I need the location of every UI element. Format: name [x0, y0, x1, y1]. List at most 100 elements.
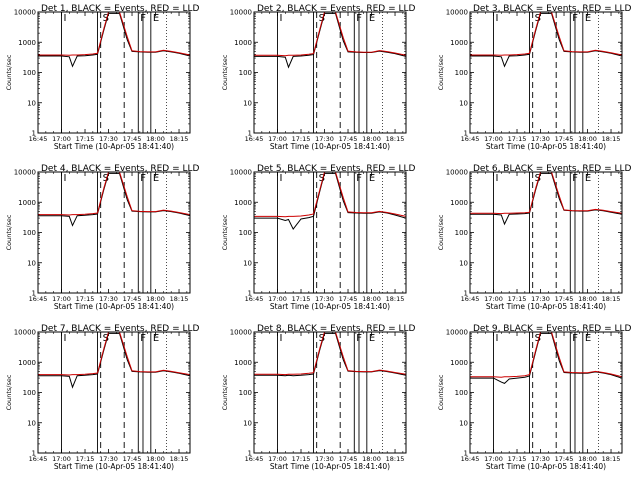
- panel-title: Det 2, BLACK = Events, RED = LLD: [257, 4, 416, 14]
- phase-marker-E: E: [369, 13, 375, 24]
- x-tick-label: 17:00: [268, 295, 287, 303]
- y-tick-label: 1000: [234, 39, 252, 47]
- phase-marker-S: S: [535, 173, 541, 184]
- x-tick-label: 18:00: [578, 135, 597, 143]
- plot-frame: [37, 331, 191, 454]
- x-tick-label: 17:15: [76, 295, 95, 303]
- series-line-events: [38, 172, 190, 227]
- detector-panel-3: Det 3, BLACK = Events, RED = LLD Counts/s…: [437, 4, 632, 151]
- x-tick-label: 18:00: [362, 295, 381, 303]
- x-tick-label: 18:00: [362, 455, 381, 463]
- x-tick-label: 16:45: [461, 295, 480, 303]
- y-tick-label: 10: [243, 419, 252, 427]
- y-tick-label: 10000: [14, 169, 36, 177]
- y-axis-label: Counts/sec: [437, 54, 445, 90]
- series-line-events: [254, 332, 406, 377]
- y-tick-label: 10: [243, 99, 252, 107]
- x-tick-label: 16:45: [29, 295, 48, 303]
- x-axis-label: Start Time (10-Apr-05 18:41:40): [54, 142, 174, 151]
- x-tick-label: 17:45: [339, 295, 358, 303]
- y-tick-label: 10000: [14, 9, 36, 17]
- phase-marker-E: E: [369, 173, 375, 184]
- series-line-events: [254, 172, 406, 231]
- y-tick-label: 10000: [446, 329, 468, 337]
- panel-title: Det 8, BLACK = Events, RED = LLD: [257, 324, 416, 334]
- plot-frame: [253, 11, 407, 134]
- y-tick-label: 100: [239, 229, 252, 237]
- x-tick-label: 18:15: [602, 135, 621, 143]
- x-tick-label: 18:00: [146, 455, 165, 463]
- x-tick-label: 17:00: [268, 455, 287, 463]
- phase-marker-S: S: [535, 13, 541, 24]
- y-tick-label: 1000: [18, 199, 36, 207]
- detector-panel-1: Det 1, BLACK = Events, RED = LLD Counts/s…: [5, 4, 200, 151]
- y-tick-label: 1000: [450, 39, 468, 47]
- y-tick-label: 1000: [234, 199, 252, 207]
- x-tick-label: 18:15: [386, 135, 405, 143]
- detector-panel-2: Det 2, BLACK = Events, RED = LLD Counts/s…: [221, 4, 416, 151]
- phase-marker-S: S: [103, 173, 109, 184]
- phase-marker-I: I: [64, 13, 67, 24]
- x-axis-label: Start Time (10-Apr-05 18:41:40): [54, 462, 174, 471]
- series-line-events: [470, 172, 622, 226]
- phase-marker-I: I: [496, 13, 499, 24]
- y-tick-label: 10000: [230, 169, 252, 177]
- y-tick-label: 1: [464, 290, 468, 298]
- phase-marker-S: S: [319, 333, 325, 344]
- y-tick-label: 100: [23, 69, 36, 77]
- x-tick-label: 17:00: [52, 135, 71, 143]
- series-line-events: [254, 12, 406, 69]
- x-tick-label: 17:15: [292, 455, 311, 463]
- phase-marker-E: E: [585, 173, 591, 184]
- x-tick-label: 16:45: [245, 455, 264, 463]
- series-line-lld: [470, 332, 622, 378]
- y-tick-label: 10000: [446, 9, 468, 17]
- y-tick-label: 1000: [234, 359, 252, 367]
- x-axis-label: Start Time (10-Apr-05 18:41:40): [486, 302, 606, 311]
- y-tick-label: 10: [459, 99, 468, 107]
- y-tick-label: 1: [464, 450, 468, 458]
- x-tick-label: 16:45: [29, 455, 48, 463]
- phase-marker-F: F: [572, 13, 578, 24]
- x-tick-label: 17:45: [555, 455, 574, 463]
- phase-marker-I: I: [280, 13, 283, 24]
- x-tick-label: 17:45: [339, 455, 358, 463]
- x-tick-label: 17:00: [484, 295, 503, 303]
- phase-marker-F: F: [140, 13, 146, 24]
- y-tick-label: 10: [27, 419, 36, 427]
- x-tick-label: 17:30: [531, 135, 550, 143]
- panel-title: Det 4, BLACK = Events, RED = LLD: [41, 164, 200, 174]
- x-axis-label: Start Time (10-Apr-05 18:41:40): [270, 302, 390, 311]
- x-tick-label: 18:15: [602, 295, 621, 303]
- phase-marker-E: E: [153, 333, 159, 344]
- x-tick-label: 16:45: [245, 135, 264, 143]
- y-tick-label: 1: [248, 290, 252, 298]
- detector-panel-9: Det 9, BLACK = Events, RED = LLD Counts/s…: [437, 324, 632, 471]
- phase-marker-F: F: [572, 173, 578, 184]
- panel-title: Det 7, BLACK = Events, RED = LLD: [41, 324, 200, 334]
- x-tick-label: 17:15: [508, 295, 527, 303]
- phase-marker-I: I: [496, 333, 499, 344]
- y-tick-label: 1000: [18, 39, 36, 47]
- plot-frame: [37, 11, 191, 134]
- y-axis-label: Counts/sec: [437, 214, 445, 250]
- x-tick-label: 17:15: [508, 455, 527, 463]
- series-line-events: [470, 12, 622, 68]
- x-tick-label: 17:15: [508, 135, 527, 143]
- phase-marker-S: S: [319, 13, 325, 24]
- y-tick-label: 1: [32, 290, 36, 298]
- y-tick-label: 10: [27, 259, 36, 267]
- phase-marker-E: E: [585, 13, 591, 24]
- x-tick-label: 17:00: [484, 135, 503, 143]
- y-tick-label: 1000: [450, 359, 468, 367]
- phase-marker-I: I: [280, 173, 283, 184]
- x-tick-label: 17:30: [315, 455, 334, 463]
- y-tick-label: 100: [23, 229, 36, 237]
- series-line-lld: [470, 12, 622, 56]
- x-tick-label: 17:30: [99, 135, 118, 143]
- y-axis-label: Counts/sec: [5, 214, 13, 250]
- phase-marker-F: F: [356, 13, 362, 24]
- x-axis-label: Start Time (10-Apr-05 18:41:40): [54, 302, 174, 311]
- phase-marker-F: F: [356, 173, 362, 184]
- phase-marker-I: I: [496, 173, 499, 184]
